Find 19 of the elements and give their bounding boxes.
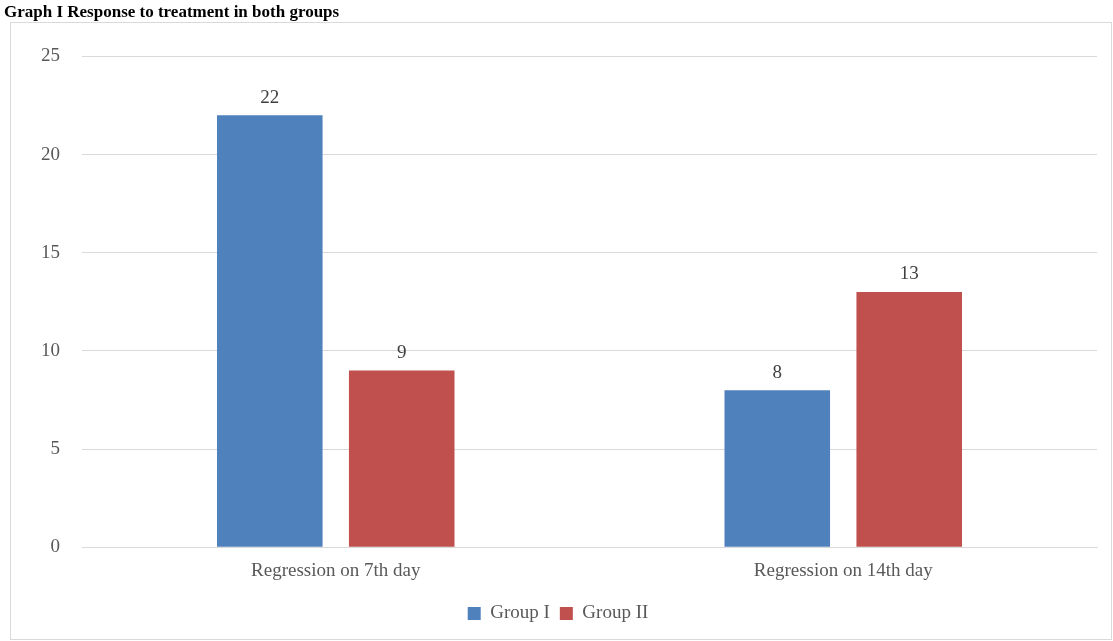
bar <box>856 291 963 547</box>
y-tick-label: 20 <box>41 142 60 164</box>
data-label: 8 <box>772 360 783 382</box>
y-tick-label: 25 <box>41 44 60 66</box>
bar <box>348 370 455 547</box>
data-label: 22 <box>260 85 280 107</box>
y-tick-label: 15 <box>41 240 60 262</box>
y-tick-label: 0 <box>50 535 60 557</box>
legend-label: Group I <box>490 601 550 623</box>
y-tick-label: 5 <box>50 437 60 459</box>
data-label: 9 <box>396 341 407 362</box>
data-label: 13 <box>899 262 919 284</box>
bar <box>217 115 323 547</box>
x-tick-label: Regression on 7th day <box>251 558 421 580</box>
chart-title: Graph I Response to treatment in both groups <box>4 2 340 22</box>
legend-label: Group II <box>582 601 649 623</box>
y-tick-label: 10 <box>41 338 60 360</box>
bar <box>724 390 831 547</box>
x-tick-label: Regression on 14th day <box>753 558 934 580</box>
